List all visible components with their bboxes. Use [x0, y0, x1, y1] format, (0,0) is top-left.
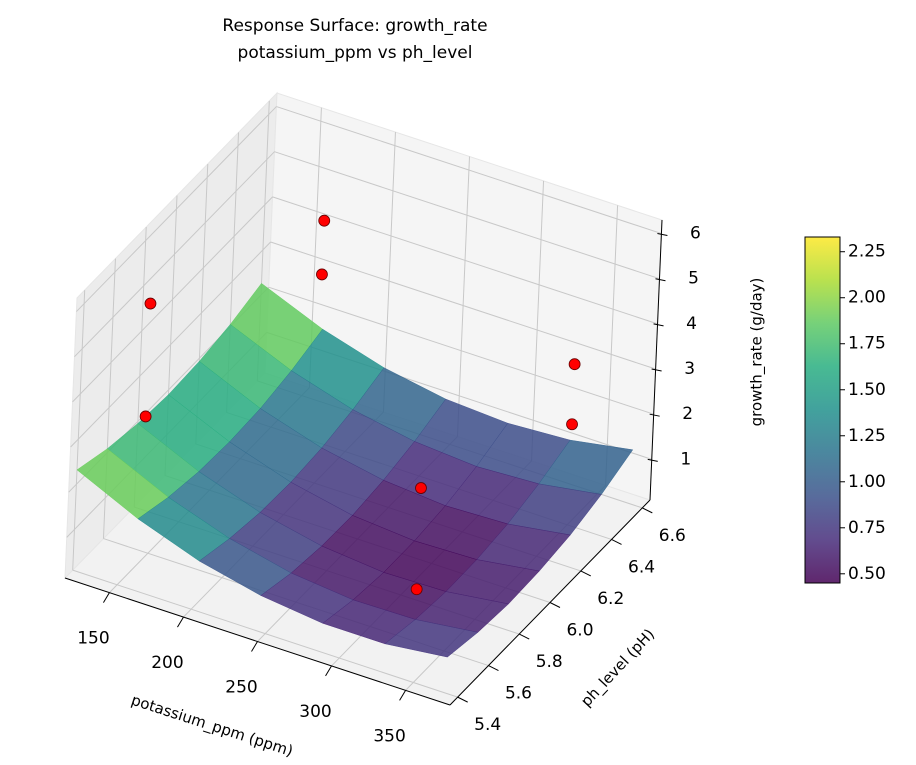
grid-line — [531, 180, 545, 461]
x-tick — [325, 665, 332, 677]
grid-line — [382, 132, 396, 413]
y-tick-label: 6.4 — [628, 557, 655, 577]
colorbar-tick-label: 1.00 — [848, 472, 886, 492]
axis-line — [649, 219, 663, 501]
chart-title: Response Surface: growth_rate — [222, 16, 487, 36]
colorbar-tick-label: 0.75 — [848, 518, 886, 538]
z-tick — [651, 368, 662, 372]
x-tick — [399, 690, 407, 701]
z-tick-label: 5 — [688, 269, 699, 289]
y-tick-label: 5.4 — [474, 715, 501, 735]
z-axis-label: growth_rate (g/day) — [748, 278, 767, 427]
colorbar-tick-label: 2.25 — [848, 242, 886, 262]
chart-subtitle: potassium_ppm vs ph_level — [238, 43, 473, 63]
z-tick-label: 6 — [690, 224, 701, 244]
z-tick-label: 2 — [682, 404, 693, 424]
y-tick — [642, 507, 653, 514]
y-tick — [519, 633, 530, 640]
colorbar-tick-label: 1.50 — [848, 380, 886, 400]
axis-line — [449, 499, 651, 706]
y-tick — [488, 665, 499, 672]
x-tick-label: 150 — [77, 629, 109, 649]
x-tick — [251, 641, 258, 652]
scatter-point — [318, 214, 331, 227]
z-tick — [657, 233, 668, 237]
grid-line — [274, 151, 660, 280]
axis-line — [64, 577, 451, 706]
x-tick-label: 200 — [151, 653, 183, 673]
scatter-point — [415, 482, 427, 494]
colorbar-tick-label: 1.75 — [848, 334, 886, 354]
scatter-point — [144, 297, 157, 310]
x-tick-label: 350 — [373, 726, 405, 746]
x-tick-label: 300 — [299, 702, 331, 722]
scatter-point — [139, 410, 152, 423]
grid-line — [70, 241, 271, 448]
y-tick-label: 6.0 — [566, 621, 593, 641]
x-tick — [102, 592, 110, 603]
y-tick-label: 6.6 — [659, 526, 686, 546]
y-tick — [580, 570, 591, 577]
y-tick — [457, 696, 468, 703]
colorbar-tick-label: 1.25 — [848, 426, 886, 446]
scatter-point — [316, 268, 328, 281]
y-tick-label: 5.8 — [536, 652, 563, 672]
y-tick-label: 5.6 — [505, 684, 532, 704]
scatter-point — [410, 583, 423, 596]
grid-line — [270, 241, 656, 370]
z-tick-label: 4 — [686, 314, 697, 334]
grid-line — [457, 156, 470, 437]
z-tick — [653, 323, 664, 327]
grid-line — [74, 151, 275, 358]
colorbar-tick-label: 0.50 — [848, 564, 886, 584]
scatter-point — [566, 418, 578, 431]
grid-line — [76, 106, 277, 312]
grid-line — [272, 196, 658, 325]
x-tick — [177, 616, 184, 628]
grid-line — [268, 286, 654, 415]
x-tick-label: 250 — [225, 678, 257, 698]
y-tick — [549, 602, 561, 608]
z-tick — [647, 458, 658, 462]
grid-line — [276, 106, 662, 235]
grid-line — [72, 569, 458, 698]
colorbar-tick-label: 2.00 — [848, 288, 886, 308]
z-tick-label: 3 — [684, 359, 695, 379]
surface-patch — [384, 619, 479, 658]
grid-line — [605, 205, 619, 486]
grid-line — [72, 290, 86, 571]
z-tick-label: 1 — [680, 449, 691, 469]
scatter-point — [568, 358, 581, 371]
y-tick — [611, 538, 622, 545]
colorbar — [804, 236, 841, 584]
grid-line — [72, 196, 273, 403]
z-tick — [649, 413, 660, 417]
x-axis-label: potassium_ppm (ppm) — [129, 691, 296, 761]
y-tick-label: 6.2 — [597, 589, 624, 609]
z-tick — [655, 278, 666, 282]
